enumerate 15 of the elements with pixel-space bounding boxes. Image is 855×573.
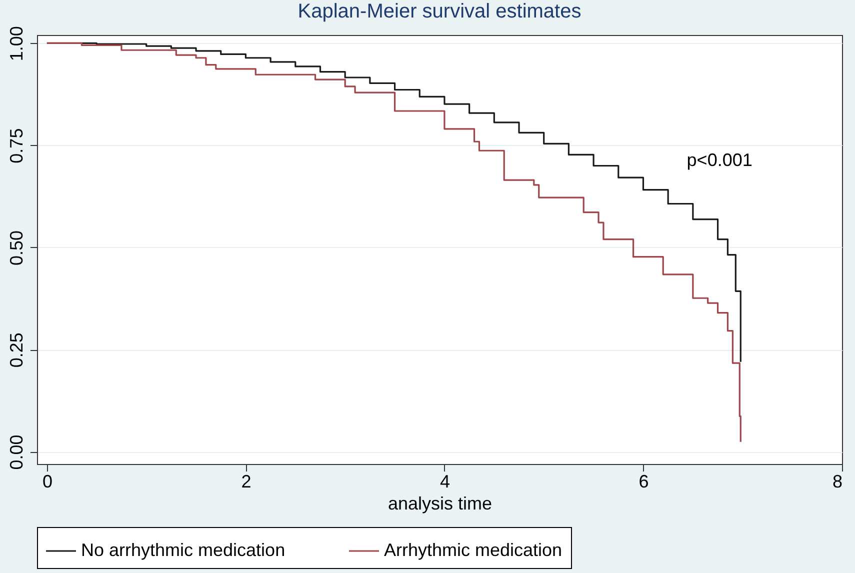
y-tick-label: 0.75 (6, 128, 26, 164)
x-axis-title: analysis time (388, 494, 492, 514)
y-tick-label: 1.00 (6, 26, 26, 62)
x-tick-label: 2 (241, 472, 252, 492)
legend-label: No arrhythmic medication (81, 540, 286, 560)
x-tick-label: 6 (638, 472, 649, 492)
y-tick-label: 0.00 (6, 434, 26, 470)
x-tick-label: 4 (440, 472, 450, 492)
x-tick-label: 8 (832, 472, 842, 492)
chart-title: Kaplan-Meier survival estimates (298, 0, 582, 23)
y-tick-label: 0.25 (6, 332, 26, 368)
x-tick-label: 0 (42, 472, 52, 492)
legend-label: Arrhythmic medication (384, 540, 562, 560)
annotation: p<0.001 (686, 150, 752, 170)
y-tick-label: 0.50 (6, 230, 26, 266)
